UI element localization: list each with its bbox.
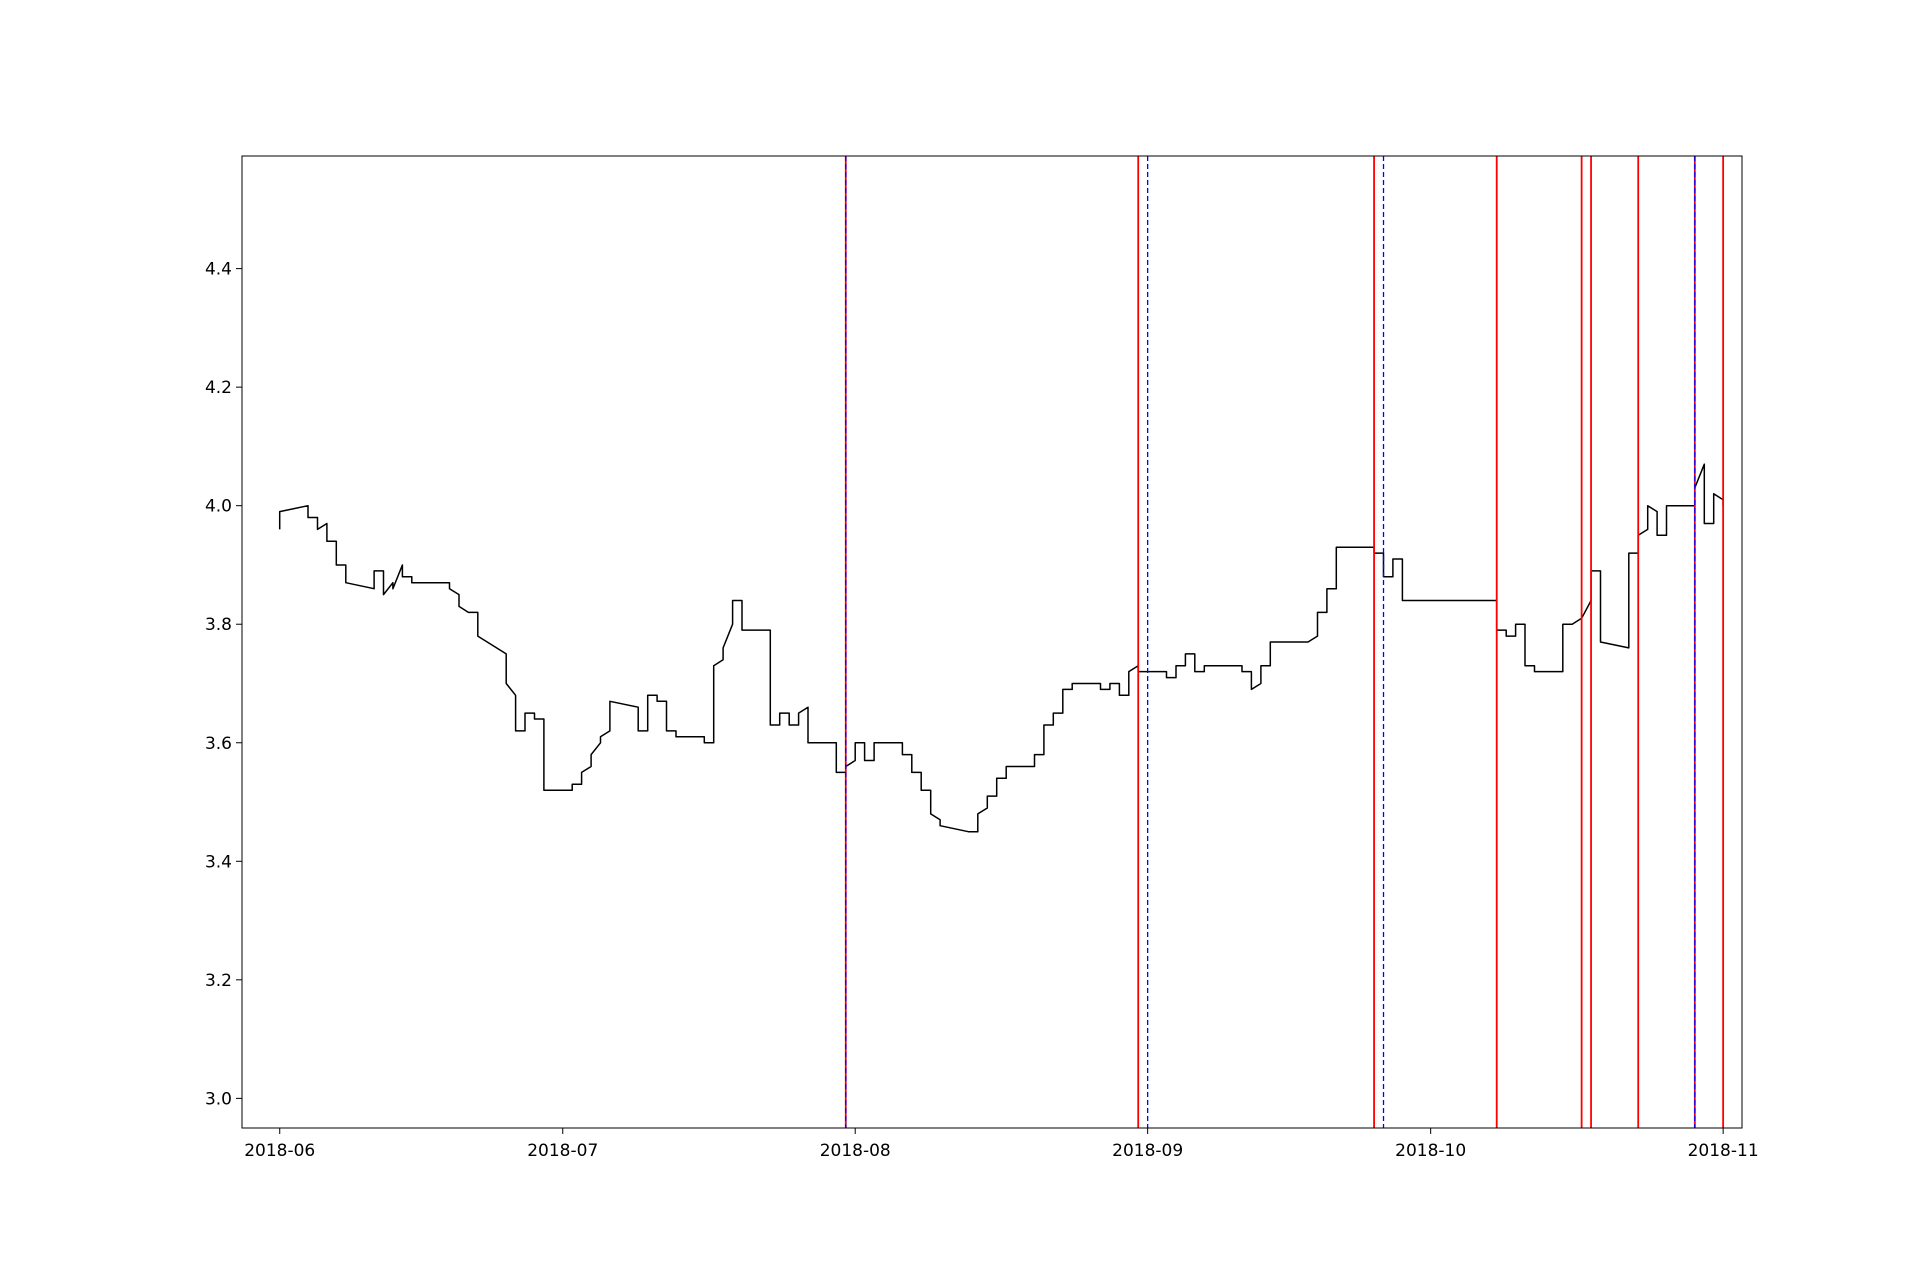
y-tick-label-3: 3.6 (205, 734, 232, 754)
axis-ticks: 2018-06 2018-07 2018-08 2018-09 2018-10 2018-… (205, 260, 1759, 1161)
y-tick-label-7: 4.4 (205, 260, 232, 280)
y-tick-label-6: 4.2 (205, 378, 232, 398)
axes-frame (241, 155, 1743, 1129)
x-tick-label-2: 2018-08 (820, 1141, 891, 1161)
y-tick-label-1: 3.2 (205, 971, 232, 991)
series-line-0 (278, 463, 1724, 833)
y-tick-label-2: 3.4 (205, 852, 232, 872)
x-tick-label-4: 2018-10 (1395, 1141, 1466, 1161)
x-tick-label-5: 2018-11 (1688, 1141, 1759, 1161)
y-tick-label-0: 3.0 (205, 1089, 232, 1109)
x-tick-label-1: 2018-07 (527, 1141, 598, 1161)
y-tick-label-4: 3.8 (205, 615, 232, 635)
plot-area (278, 156, 1725, 1128)
y-tick-label-5: 4.0 (205, 497, 232, 517)
x-tick-label-3: 2018-09 (1112, 1141, 1183, 1161)
x-tick-label-0: 2018-06 (244, 1141, 315, 1161)
